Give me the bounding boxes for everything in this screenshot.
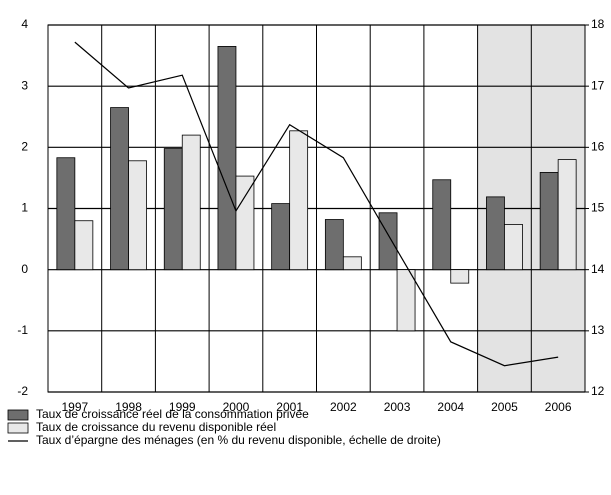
bar (289, 130, 309, 271)
bar (504, 224, 523, 271)
bar (450, 269, 470, 284)
x-tick-label: 2004 (437, 400, 464, 414)
legend-label: Taux de croissance réel de la consommati… (36, 407, 309, 421)
y2-tick-label: 18 (591, 17, 605, 31)
x-tick-label: 1999 (169, 400, 196, 414)
y-tick-label: 3 (21, 78, 28, 92)
bar (74, 220, 94, 271)
x-tick-label: 2005 (491, 400, 518, 414)
bar (128, 160, 147, 271)
y-tick-label: 2 (21, 140, 28, 154)
bar (110, 107, 129, 271)
y2-tick-label: 14 (591, 262, 605, 276)
x-tick-label: 2002 (330, 400, 357, 414)
y2-tick-label: 17 (591, 78, 605, 92)
bar (486, 196, 505, 271)
x-tick-label: 2000 (223, 400, 250, 414)
legend-swatch (7, 409, 29, 421)
y-tick-label: 0 (21, 262, 28, 276)
y2-tick-label: 15 (591, 201, 605, 215)
bar (396, 269, 416, 332)
x-tick-label: 2006 (545, 400, 572, 414)
x-tick-label: 2003 (384, 400, 411, 414)
legend-swatch (7, 422, 29, 434)
y-tick-label: 1 (21, 201, 28, 215)
y-tick-label: 4 (21, 17, 28, 31)
bar (378, 212, 398, 271)
bar (342, 256, 362, 271)
y2-tick-label: 12 (591, 384, 605, 398)
bar (539, 172, 559, 271)
y2-tick-label: 13 (591, 323, 605, 337)
bar (324, 219, 344, 271)
bar (217, 46, 237, 271)
legend-label: Taux de croissance du revenu disponible … (36, 420, 276, 434)
legend-label: Taux d’épargne des ménages (en % du reve… (36, 433, 441, 447)
y-tick-label: -1 (17, 323, 28, 337)
bar (235, 175, 255, 271)
plot-frame (47, 24, 586, 393)
bar (56, 157, 76, 271)
bar (557, 159, 577, 271)
line-series (74, 41, 559, 367)
bar (181, 134, 201, 271)
bar (432, 179, 452, 271)
y2-tick-label: 16 (591, 140, 605, 154)
x-tick-label: 1997 (61, 400, 88, 414)
x-tick-label: 2001 (276, 400, 303, 414)
bar (271, 203, 291, 271)
x-tick-label: 1998 (115, 400, 142, 414)
y-tick-label: -2 (17, 384, 28, 398)
bar (163, 148, 183, 271)
